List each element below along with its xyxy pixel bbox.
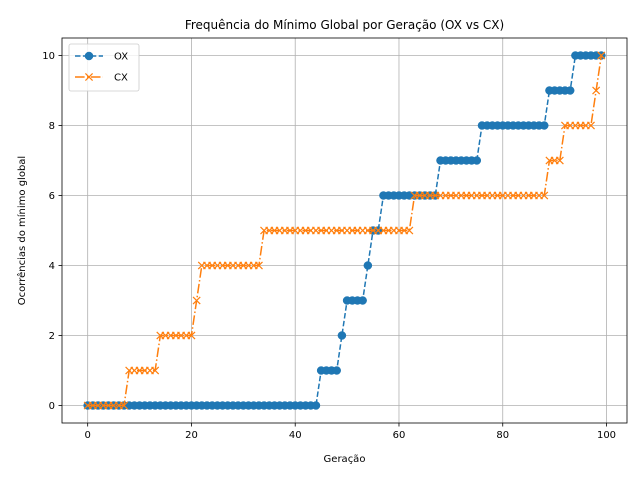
data-point-cx xyxy=(187,331,196,340)
data-point-ox xyxy=(311,401,321,410)
y-axis-label: Ocorrências do mínimo global xyxy=(16,156,28,305)
data-point-ox xyxy=(565,86,575,95)
ticks: 0 20 40 60 80 100 0 2 4 6 8 10 xyxy=(42,51,616,441)
data-point-cx xyxy=(151,366,160,375)
data-point-cx xyxy=(119,401,129,410)
legend-frame xyxy=(68,43,140,92)
x-tick-label: 80 xyxy=(496,430,509,441)
data-point-cx xyxy=(254,261,263,270)
y-tick-label: 6 xyxy=(49,191,55,202)
legend-marker-ox xyxy=(84,51,94,61)
data-point-ox xyxy=(337,331,347,340)
x-tick-label: 40 xyxy=(289,430,302,441)
y-tick-label: 2 xyxy=(49,331,55,342)
data-point-ox xyxy=(363,261,373,270)
x-tick-label: 100 xyxy=(597,430,616,441)
series-line-cx xyxy=(87,55,603,407)
legend: OX CX xyxy=(68,43,140,92)
data-point-cx xyxy=(586,121,595,130)
data-point-cx xyxy=(405,226,414,235)
chart-title: Frequência do Mínimo Global por Geração … xyxy=(185,18,504,32)
x-tick-label: 20 xyxy=(185,430,198,441)
y-tick-label: 4 xyxy=(49,261,55,272)
legend-marker-cx xyxy=(84,72,94,82)
legend-label-ox: OX xyxy=(114,52,128,63)
series-line-ox xyxy=(87,54,602,407)
axes-frame xyxy=(61,37,628,424)
series-cx xyxy=(83,51,606,410)
data-point-cx xyxy=(592,86,601,95)
y-tick-label: 10 xyxy=(42,51,55,62)
data-point-ox xyxy=(472,156,482,165)
data-point-cx xyxy=(555,156,564,165)
x-tick-label: 60 xyxy=(393,430,406,441)
data-point-ox xyxy=(332,366,341,375)
y-tick-label: 8 xyxy=(49,121,55,132)
data-point-cx xyxy=(597,51,606,60)
legend-label-cx: CX xyxy=(114,73,128,84)
x-axis-label: Geração xyxy=(324,454,366,465)
data-point-ox xyxy=(539,121,549,130)
data-point-cx xyxy=(540,191,549,200)
series-layer xyxy=(83,51,606,410)
y-tick-label: 0 xyxy=(49,401,55,412)
x-tick-label: 0 xyxy=(84,430,90,441)
data-point-ox xyxy=(358,296,367,305)
data-point-cx xyxy=(192,296,201,305)
